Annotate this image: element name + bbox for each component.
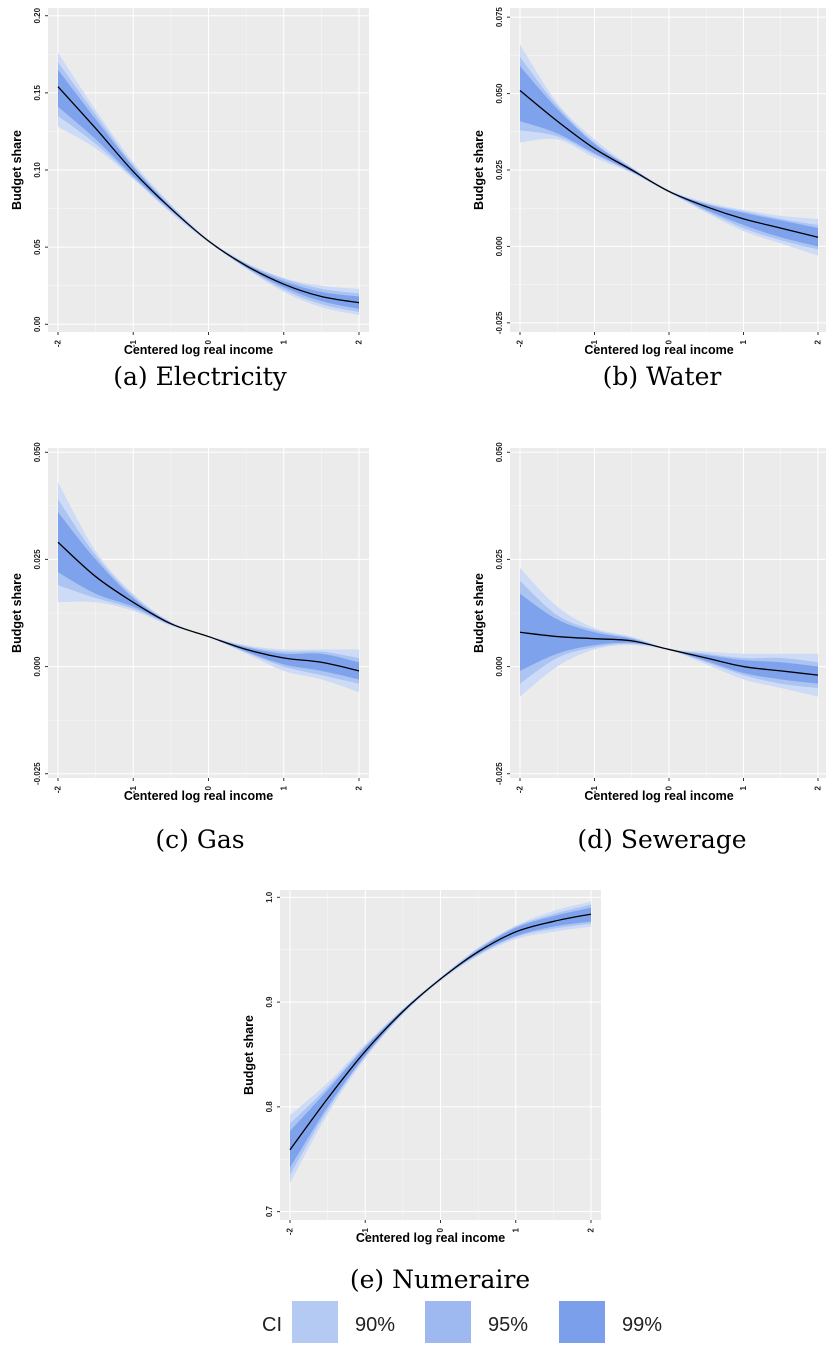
legend-label: 90% bbox=[355, 1314, 395, 1336]
y-tick-label: 0.000 bbox=[495, 656, 504, 677]
y-tick-label: 0.025 bbox=[495, 159, 504, 180]
x-tick-label: 2 bbox=[814, 785, 823, 790]
x-tick-label: 0 bbox=[665, 785, 674, 790]
y-tick-label: 0.025 bbox=[33, 549, 42, 570]
y-tick-label: 0.050 bbox=[495, 442, 504, 463]
x-axis-title: Centered log real income bbox=[124, 343, 273, 357]
y-axis-title: Budget share bbox=[472, 130, 486, 210]
x-tick-label: -2 bbox=[516, 785, 525, 793]
x-tick-label: 2 bbox=[587, 1227, 596, 1232]
panel-caption: (e) Numeraire bbox=[350, 1265, 530, 1294]
legend-swatch-99 bbox=[559, 1301, 605, 1343]
chart-panel-3: -2 -1 0 1 2 -0.025 0.000 0.025 0.050 Centered log… bbox=[10, 442, 369, 854]
y-axis-title: Budget share bbox=[242, 1015, 256, 1095]
ci-band-99 bbox=[520, 593, 818, 684]
y-tick-label: -0.025 bbox=[495, 311, 504, 334]
chart-panel-5: -2 -1 0 1 2 0.7 0.8 0.9 1.0 Centered log real inc… bbox=[242, 890, 601, 1294]
x-tick-label: 2 bbox=[355, 339, 364, 344]
x-tick-label: 0 bbox=[204, 339, 213, 344]
x-tick-label: -1 bbox=[129, 785, 138, 793]
y-tick-label: 0.050 bbox=[33, 442, 42, 463]
legend-title: CI bbox=[262, 1314, 282, 1336]
ci-band-90 bbox=[290, 901, 591, 1184]
panel-caption: (a) Electricity bbox=[113, 362, 287, 391]
x-tick-label: -1 bbox=[590, 785, 599, 793]
chart-panel-1: -2 -1 0 1 2 0.00 0.05 0.10 0.15 0.20 Centered log … bbox=[10, 7, 369, 391]
fitted-curve bbox=[519, 90, 819, 238]
major-gridlines bbox=[510, 8, 826, 332]
fitted-curve bbox=[519, 631, 819, 676]
x-tick-label: 1 bbox=[279, 339, 288, 344]
y-tick-label: 0.7 bbox=[265, 1206, 274, 1218]
y-tick-label: 0.9 bbox=[265, 996, 274, 1008]
x-tick-label: 0 bbox=[204, 785, 213, 790]
chart-panel-2: -2 -1 0 1 2 -0.025 0.000 0.025 0.050 0.075 Centere… bbox=[472, 7, 826, 391]
x-tick-label: -1 bbox=[361, 1227, 370, 1235]
y-tick-label: 0.15 bbox=[33, 85, 42, 101]
y-tick-label: 0.00 bbox=[33, 316, 42, 332]
x-tick-label: -1 bbox=[590, 339, 599, 347]
x-tick-label: 2 bbox=[814, 339, 823, 344]
ci-band-99 bbox=[58, 512, 359, 680]
x-axis-title: Centered log real income bbox=[356, 1231, 505, 1245]
x-tick-label: -1 bbox=[129, 339, 138, 347]
x-tick-label: -2 bbox=[54, 339, 63, 347]
y-tick-label: 0.075 bbox=[495, 7, 504, 28]
chart-panel-4: -2 -1 0 1 2 -0.025 0.000 0.025 0.050 Centered log… bbox=[472, 442, 826, 854]
legend-label: 95% bbox=[488, 1314, 528, 1336]
y-axis-title: Budget share bbox=[472, 573, 486, 653]
x-tick-label: 0 bbox=[665, 339, 674, 344]
x-tick-label: 1 bbox=[739, 339, 748, 344]
x-tick-label: 1 bbox=[511, 1227, 520, 1232]
x-tick-label: -2 bbox=[516, 339, 525, 347]
x-tick-label: 1 bbox=[739, 785, 748, 790]
ci-band-90 bbox=[58, 52, 359, 316]
y-tick-label: 0.000 bbox=[33, 656, 42, 677]
panel-caption: (b) Water bbox=[603, 362, 722, 391]
y-tick-label: 0.025 bbox=[495, 549, 504, 570]
y-tick-label: -0.025 bbox=[495, 762, 504, 785]
y-axis-title: Budget share bbox=[10, 130, 24, 210]
x-axis-title: Centered log real income bbox=[124, 789, 273, 803]
x-tick-label: 2 bbox=[355, 785, 364, 790]
x-tick-label: -2 bbox=[54, 785, 63, 793]
y-tick-label: 1.0 bbox=[265, 891, 274, 903]
x-axis-title: Centered log real income bbox=[584, 343, 733, 357]
fitted-curve bbox=[57, 86, 360, 304]
ci-band-99 bbox=[520, 66, 818, 247]
y-tick-label: 0.20 bbox=[33, 7, 42, 23]
legend-swatch-95 bbox=[425, 1301, 471, 1343]
fitted-curve bbox=[289, 913, 592, 1151]
legend-swatch-90 bbox=[292, 1301, 338, 1343]
panel-caption: (d) Sewerage bbox=[577, 825, 746, 854]
ci-legend: CI 90% 95% 99% bbox=[262, 1301, 662, 1343]
y-tick-label: 0.000 bbox=[495, 236, 504, 257]
panel-caption: (c) Gas bbox=[155, 825, 244, 854]
y-tick-label: 0.050 bbox=[495, 83, 504, 104]
y-tick-label: 0.05 bbox=[33, 239, 42, 255]
y-tick-label: 0.10 bbox=[33, 162, 42, 178]
y-tick-label: -0.025 bbox=[33, 762, 42, 785]
y-tick-label: 0.8 bbox=[265, 1101, 274, 1113]
x-tick-label: 1 bbox=[279, 785, 288, 790]
x-tick-label: 0 bbox=[436, 1227, 445, 1232]
y-axis-title: Budget share bbox=[10, 573, 24, 653]
fitted-curve bbox=[57, 541, 360, 672]
x-axis-title: Centered log real income bbox=[584, 789, 733, 803]
minor-gridlines bbox=[48, 448, 369, 778]
legend-label: 99% bbox=[622, 1314, 662, 1336]
x-tick-label: -2 bbox=[286, 1227, 295, 1235]
